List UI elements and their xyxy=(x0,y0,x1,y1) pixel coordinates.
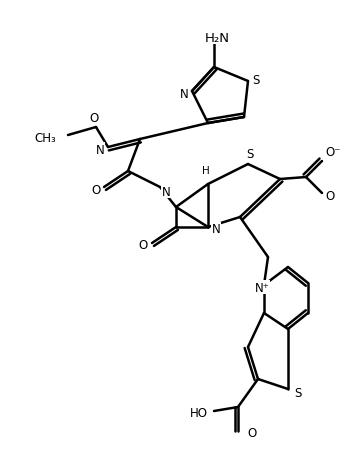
Text: S: S xyxy=(246,148,254,161)
Text: O: O xyxy=(325,189,334,202)
Text: S: S xyxy=(252,73,260,86)
Text: N: N xyxy=(96,143,104,156)
Text: O: O xyxy=(139,239,148,252)
Text: S: S xyxy=(294,387,302,400)
Text: O: O xyxy=(91,183,101,196)
Text: O: O xyxy=(247,426,256,439)
Text: O⁻: O⁻ xyxy=(325,145,341,158)
Text: N: N xyxy=(212,223,220,236)
Text: N⁺: N⁺ xyxy=(255,281,270,294)
Text: O: O xyxy=(89,111,99,124)
Text: N: N xyxy=(180,87,188,100)
Text: H: H xyxy=(202,166,210,176)
Text: CH₃: CH₃ xyxy=(34,131,56,144)
Text: N: N xyxy=(162,185,170,198)
Text: HO: HO xyxy=(190,407,208,420)
Text: H₂N: H₂N xyxy=(205,31,230,44)
